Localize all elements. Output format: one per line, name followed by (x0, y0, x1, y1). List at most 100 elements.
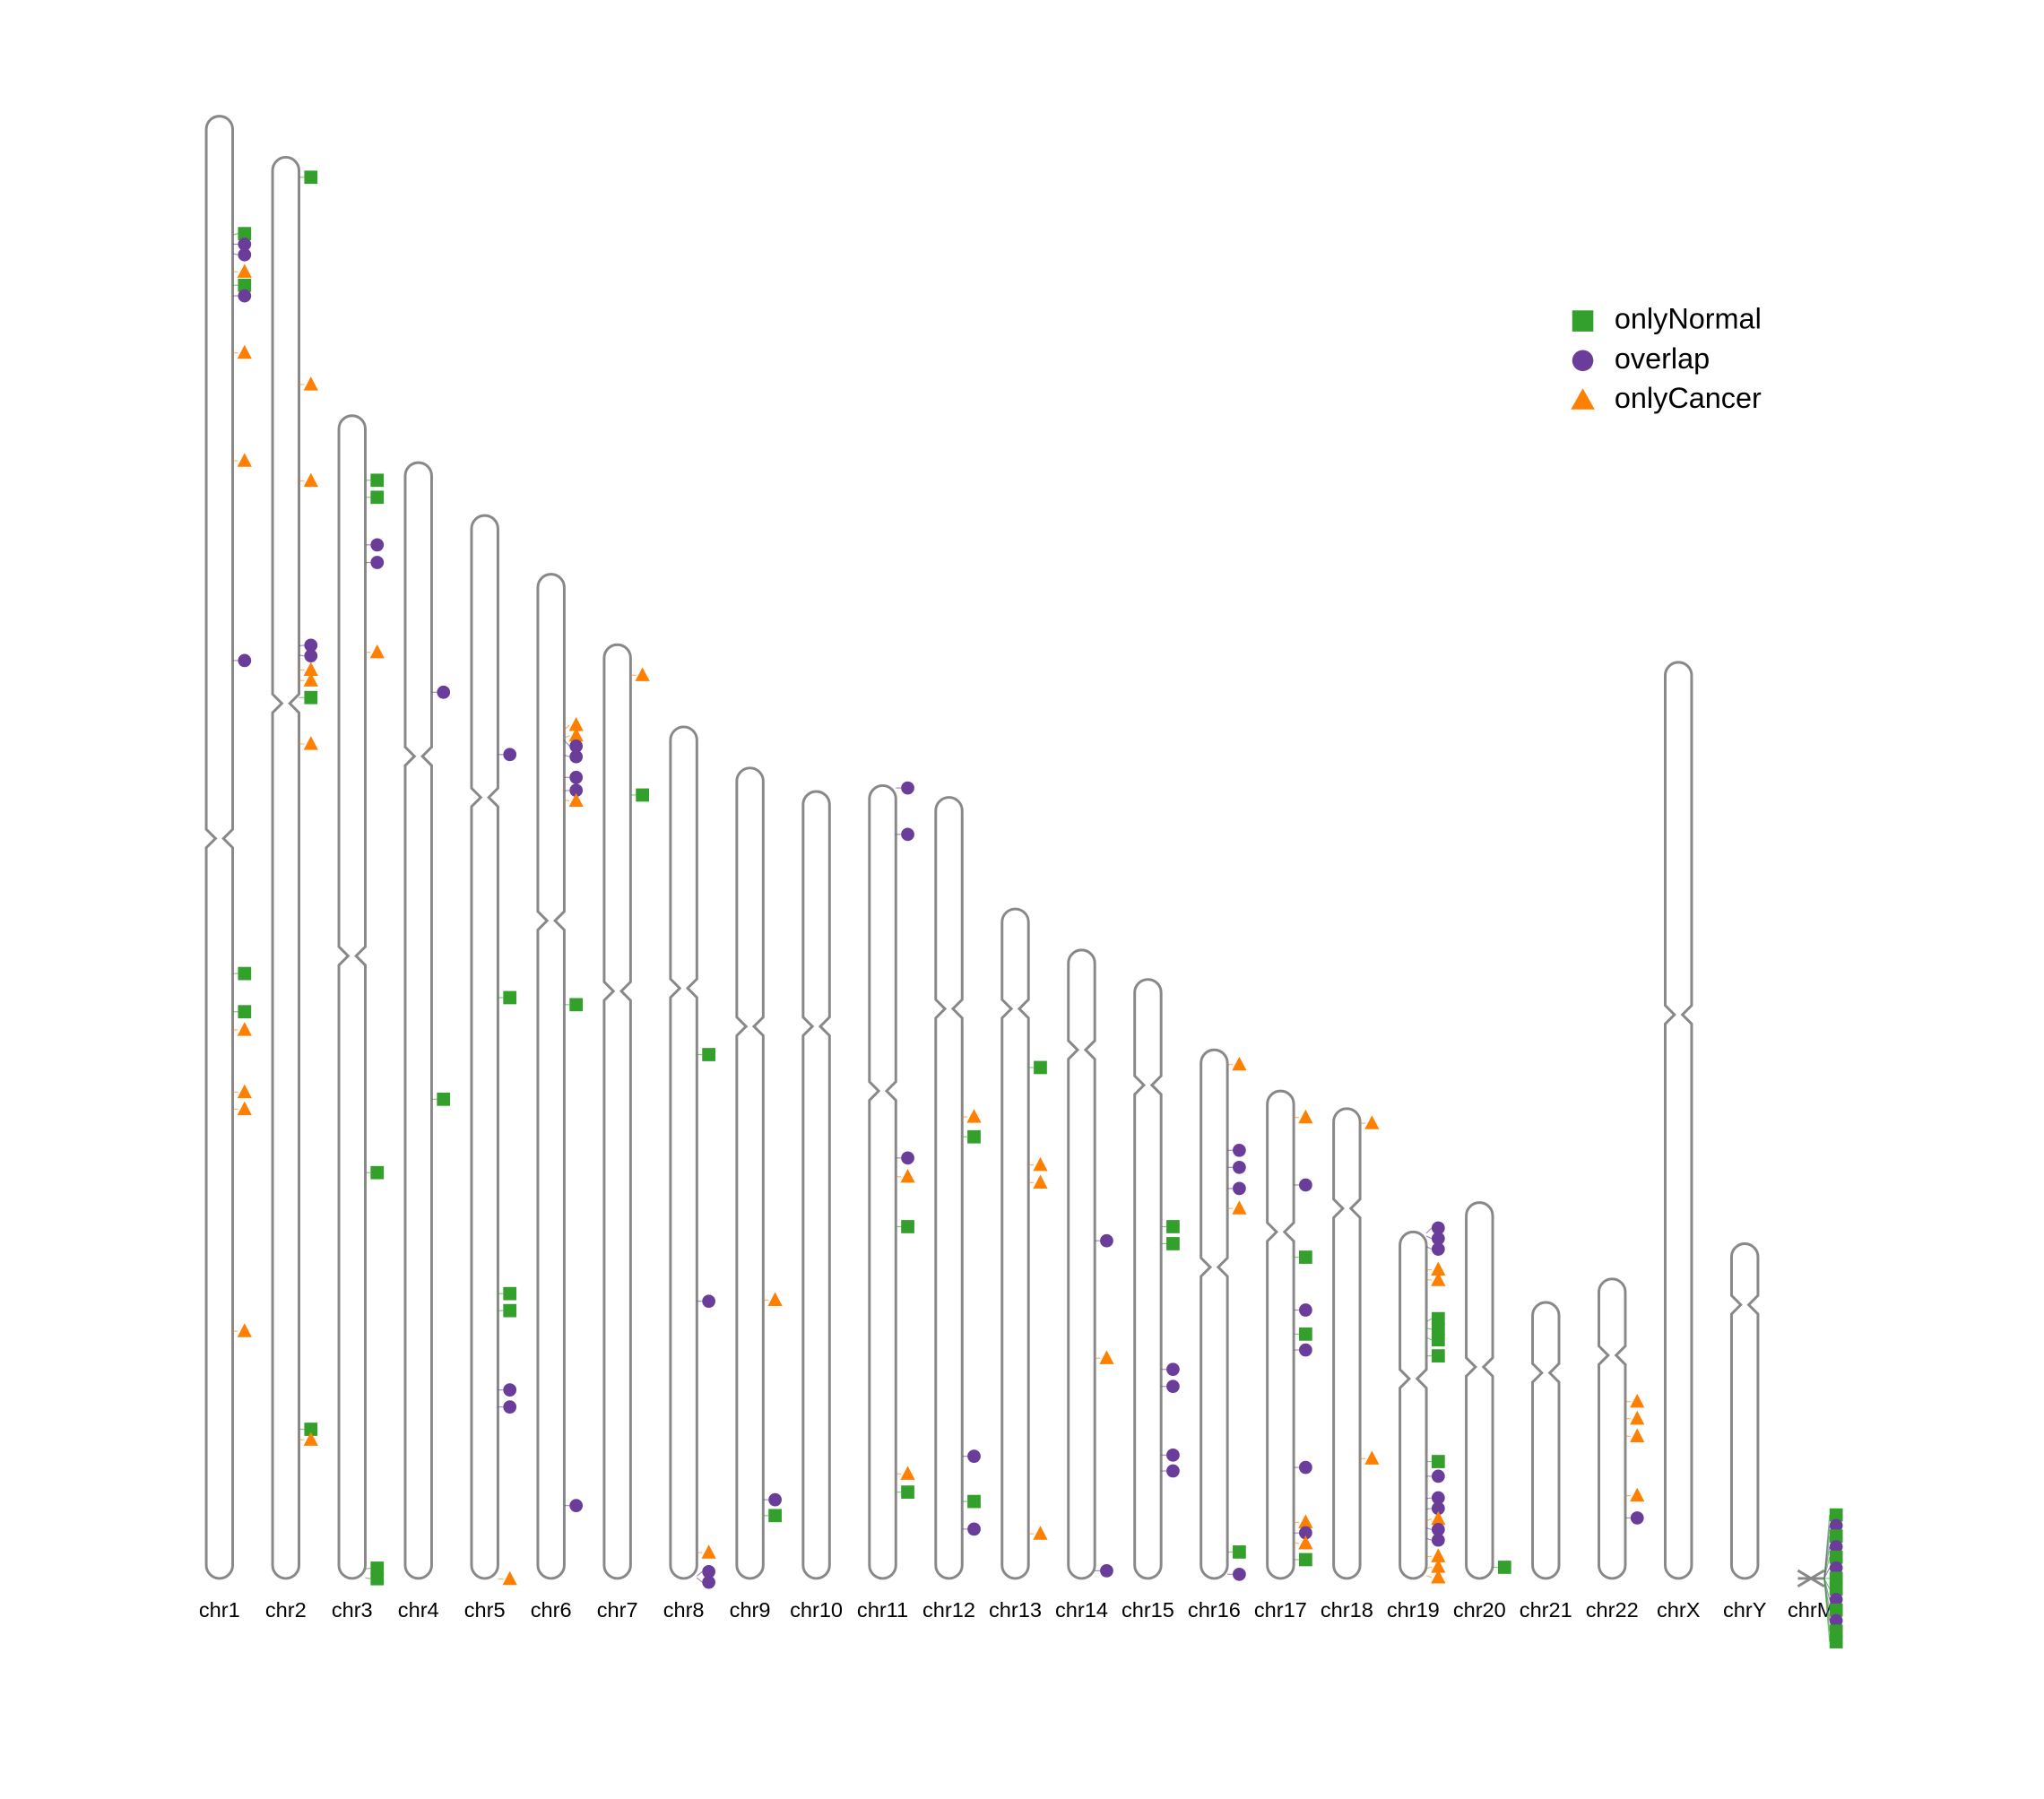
marker (1829, 1561, 1843, 1575)
marker (1299, 1178, 1312, 1192)
marker (901, 827, 914, 842)
marker (1630, 1511, 1644, 1525)
marker (1166, 1237, 1180, 1250)
connector (1425, 1235, 1433, 1240)
marker (901, 1220, 914, 1233)
marker (1829, 1529, 1843, 1544)
marker (569, 770, 584, 784)
marker (304, 1423, 318, 1436)
connector (1425, 1575, 1433, 1578)
marker (569, 1499, 584, 1513)
connector (299, 654, 305, 657)
marker (1829, 1593, 1843, 1606)
chromosome-label: chr16 (1188, 1598, 1241, 1622)
marker (1829, 1550, 1843, 1564)
chromosome-label: chr20 (1453, 1598, 1506, 1622)
marker (901, 1485, 914, 1499)
marker (568, 716, 584, 731)
connector (1425, 1527, 1433, 1530)
marker (1431, 1272, 1446, 1286)
marker (437, 685, 451, 699)
chromosome-label: chr14 (1055, 1598, 1108, 1622)
marker (967, 1449, 981, 1464)
marker (503, 1303, 517, 1318)
marker (768, 1509, 782, 1523)
marker (768, 1492, 782, 1507)
connector (564, 800, 570, 802)
chromosome-label: chr15 (1122, 1598, 1174, 1622)
marker (437, 1092, 451, 1106)
chromosome (1067, 948, 1096, 1580)
marker (304, 649, 318, 663)
marker (1166, 1448, 1180, 1462)
marker (1299, 1328, 1312, 1341)
marker (702, 1565, 715, 1578)
marker (1829, 1635, 1843, 1648)
marker (636, 788, 650, 802)
legend-label: onlyNormal (1615, 303, 1762, 335)
marker (1100, 1233, 1113, 1248)
marker (1431, 1232, 1445, 1246)
marker (503, 748, 517, 762)
chromosome (1266, 1089, 1295, 1580)
marker (1829, 1582, 1843, 1596)
chromosome-label: chr10 (790, 1598, 843, 1622)
connector (564, 724, 570, 731)
chromosome-label: chr18 (1321, 1598, 1373, 1622)
marker (1299, 1303, 1312, 1317)
marker (1034, 1060, 1047, 1075)
marker (1033, 1156, 1048, 1172)
chromosome (1664, 661, 1693, 1580)
marker (238, 247, 252, 262)
chromosome-label: chr19 (1387, 1598, 1440, 1622)
marker (370, 1571, 385, 1586)
marker (1431, 1523, 1445, 1536)
marker (1431, 1533, 1445, 1547)
marker (1431, 1221, 1445, 1235)
chromosome (934, 796, 964, 1580)
chromosome (403, 461, 433, 1580)
connector (232, 253, 238, 255)
chromosome-label: chr8 (663, 1598, 705, 1622)
connector (1425, 1227, 1433, 1234)
chromosome (801, 790, 831, 1580)
marker (238, 238, 252, 251)
chromosome-label: chr7 (597, 1598, 638, 1622)
connector (1823, 1578, 1831, 1642)
chromosome (1133, 978, 1163, 1580)
chromosome-label: chr6 (531, 1598, 572, 1622)
marker (303, 736, 318, 750)
marker (370, 556, 385, 569)
marker (503, 1383, 517, 1397)
marker (1829, 1518, 1843, 1533)
marker (1166, 1464, 1180, 1478)
marker (237, 453, 252, 467)
marker (702, 1575, 715, 1589)
chromosome-label: chrY (1723, 1598, 1767, 1622)
chromosome-label: chr3 (332, 1598, 373, 1622)
marker (238, 653, 252, 668)
marker (370, 1561, 385, 1575)
marker (503, 1286, 517, 1301)
marker (304, 690, 318, 705)
marker (1497, 1561, 1511, 1574)
marker (1829, 1540, 1843, 1553)
chromosome (868, 784, 897, 1580)
chromosome-label: chr17 (1254, 1598, 1307, 1622)
marker (1298, 1535, 1313, 1550)
marker (303, 662, 318, 677)
marker (503, 1400, 517, 1414)
marker (1431, 1501, 1445, 1516)
marker (503, 990, 517, 1005)
marker (237, 1323, 252, 1337)
marker (1233, 1143, 1246, 1157)
marker (370, 473, 385, 488)
connector (1425, 1537, 1433, 1541)
marker (238, 1005, 252, 1019)
chromosome (204, 115, 235, 1580)
connector (1425, 1328, 1433, 1330)
marker (303, 1431, 318, 1446)
chromosome-label: chrX (1657, 1598, 1701, 1622)
connector (299, 644, 305, 647)
chromosome-label: chr5 (464, 1598, 506, 1622)
